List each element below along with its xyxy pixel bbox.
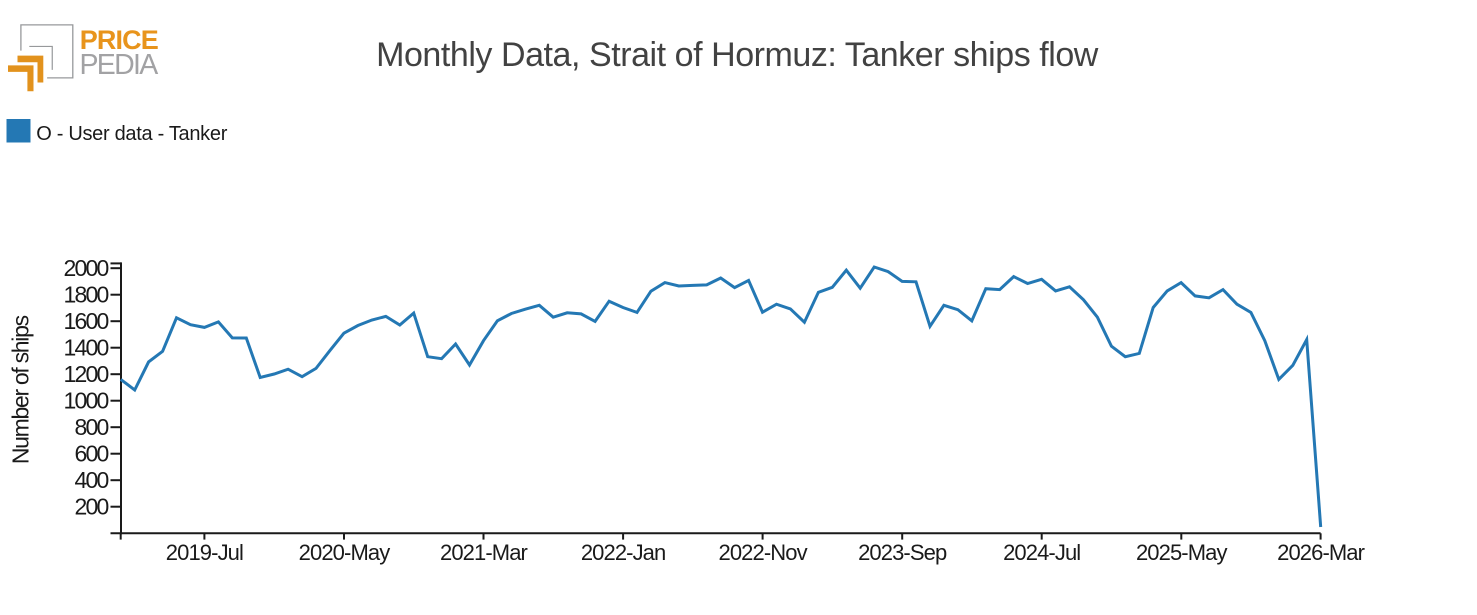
svg-text:2024-Jul: 2024-Jul <box>1003 540 1080 565</box>
svg-text:Number of ships: Number of ships <box>7 315 33 464</box>
svg-text:PEDIA: PEDIA <box>80 49 159 81</box>
svg-text:2025-May: 2025-May <box>1136 540 1228 565</box>
svg-text:600: 600 <box>75 441 109 467</box>
svg-text:1000: 1000 <box>64 388 109 414</box>
svg-text:O - User data - Tanker: O - User data - Tanker <box>36 123 228 145</box>
svg-text:PRICE: PRICE <box>80 25 158 55</box>
svg-text:2020-May: 2020-May <box>299 540 391 565</box>
svg-text:1600: 1600 <box>64 308 109 334</box>
svg-text:2022-Nov: 2022-Nov <box>718 540 807 565</box>
svg-text:2000: 2000 <box>64 255 109 281</box>
svg-text:400: 400 <box>75 467 109 493</box>
svg-text:2026-Mar: 2026-Mar <box>1277 540 1365 565</box>
svg-text:Monthly Data, Strait of Hormuz: Monthly Data, Strait of Hormuz: Tanker s… <box>376 36 1099 74</box>
svg-text:1400: 1400 <box>64 335 109 361</box>
svg-text:1800: 1800 <box>64 282 109 308</box>
svg-text:2023-Sep: 2023-Sep <box>858 540 947 565</box>
svg-text:1200: 1200 <box>64 361 109 387</box>
svg-text:2019-Jul: 2019-Jul <box>166 540 243 565</box>
svg-text:200: 200 <box>75 494 109 520</box>
svg-text:2021-Mar: 2021-Mar <box>440 540 528 565</box>
svg-text:800: 800 <box>75 414 109 440</box>
svg-text:2022-Jan: 2022-Jan <box>581 540 666 565</box>
